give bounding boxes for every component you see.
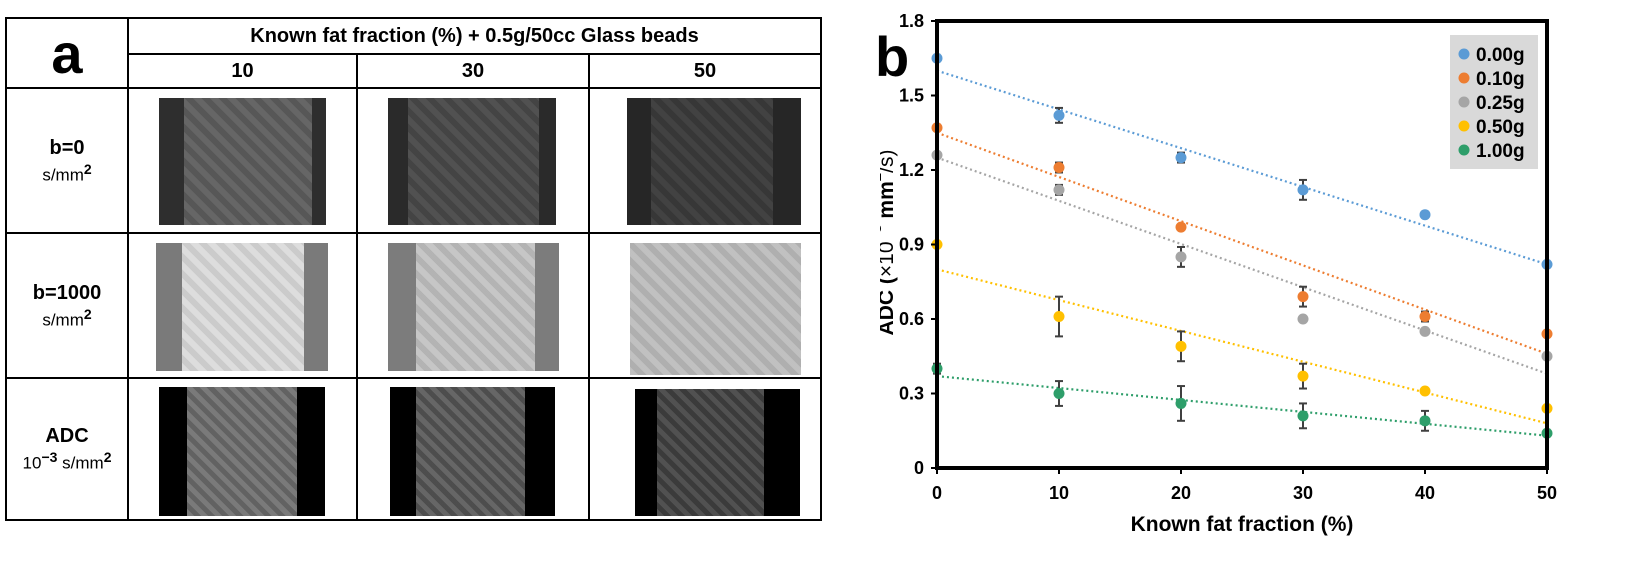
- panel-a-label-cell: a: [5, 17, 129, 89]
- column-header-30: 30: [356, 53, 590, 89]
- mri-adc-ff50: [588, 377, 822, 521]
- trendline-0.50g: [936, 268, 1548, 425]
- data-point-1.00g: [1053, 388, 1065, 399]
- mri-image: [388, 98, 556, 225]
- data-point-0.10g: [1053, 162, 1065, 174]
- row-label-b1000: b=1000 s/mm2: [5, 232, 129, 379]
- legend-marker-0.50g: [1458, 120, 1470, 132]
- mri-image: [388, 243, 559, 371]
- legend-label-0.25g: 0.25g: [1476, 93, 1525, 114]
- legend-marker-1.00g: [1458, 144, 1470, 156]
- x-tick-label: 50: [1537, 483, 1557, 503]
- row-label-b0-name: b=0: [49, 136, 85, 159]
- data-point-0.25g: [1175, 251, 1187, 263]
- mri-b1000-ff30: [356, 232, 590, 379]
- legend-label-1.00g: 1.00g: [1476, 141, 1525, 162]
- row-label-adc: ADC 10−3 s/mm2: [5, 377, 129, 521]
- data-point-1.00g: [1175, 397, 1187, 409]
- trendline-0.10g: [936, 131, 1548, 355]
- mri-image: [630, 243, 801, 375]
- y-tick-label: 0.3: [899, 384, 924, 404]
- data-point-0.25g: [1053, 184, 1065, 196]
- y-tick-label: 1.2: [899, 160, 924, 180]
- y-axis-title: ADC (×10−3 mm2/s): [880, 150, 898, 336]
- data-point-0.00g: [1175, 152, 1187, 164]
- column-header-10: 10: [127, 53, 358, 89]
- mri-image: [159, 98, 326, 225]
- data-point-0.10g: [1175, 221, 1187, 233]
- x-tick-label: 40: [1415, 483, 1435, 503]
- data-point-0.10g: [1297, 291, 1309, 303]
- panel-a-label: a: [51, 21, 83, 85]
- legend-label-0.00g: 0.00g: [1476, 45, 1525, 66]
- row-label-adc-unit: 10−3 s/mm2: [22, 449, 112, 473]
- mri-b1000-ff10: [127, 232, 358, 379]
- y-tick-label: 1.5: [899, 86, 924, 106]
- mri-b0-ff50: [588, 87, 822, 234]
- data-point-0.25g: [1419, 325, 1431, 337]
- legend-label-0.50g: 0.50g: [1476, 117, 1525, 138]
- data-point-1.00g: [1297, 410, 1309, 422]
- mri-image: [627, 98, 801, 225]
- legend-marker-0.00g: [1458, 48, 1470, 60]
- x-tick-label: 0: [932, 483, 942, 503]
- column-header-50: 50: [588, 53, 822, 89]
- panel-a: a Known fat fraction (%) + 0.5g/50cc Gla…: [5, 17, 822, 521]
- x-axis-title: Known fat fraction (%): [1131, 513, 1354, 536]
- mri-image: [635, 389, 800, 516]
- data-point-1.00g: [1419, 415, 1431, 427]
- data-point-0.50g: [1053, 311, 1065, 323]
- x-tick-label: 20: [1171, 483, 1191, 503]
- legend-marker-0.25g: [1458, 96, 1470, 108]
- mri-b0-ff30: [356, 87, 590, 234]
- row-label-adc-name: ADC: [45, 425, 89, 448]
- y-tick-label: 0.9: [899, 235, 924, 255]
- trendline-1.00g: [936, 375, 1548, 437]
- mri-image: [390, 387, 555, 516]
- panel-b: 0 0.3 0.6 0.9 1.2 1.5 1.8 0 10 20 30 40 50 0.00g 0.10…: [875, 0, 1633, 577]
- mri-b1000-ff50: [588, 232, 822, 379]
- data-point-0.00g: [1419, 209, 1431, 221]
- legend-label-0.10g: 0.10g: [1476, 69, 1525, 90]
- data-point-0.25g: [1297, 313, 1309, 325]
- row-label-b1000-name: b=1000: [32, 281, 102, 304]
- x-tick-label: 10: [1049, 483, 1069, 503]
- data-point-0.50g: [1297, 370, 1309, 382]
- mri-b0-ff10: [127, 87, 358, 234]
- data-point-0.00g: [1053, 109, 1065, 121]
- x-tick-label: 30: [1293, 483, 1313, 503]
- row-label-b0: b=0 s/mm2: [5, 87, 129, 234]
- data-point-0.10g: [1419, 311, 1431, 323]
- trendline-0.25g: [936, 156, 1548, 375]
- adc-chart: 0 0.3 0.6 0.9 1.2 1.5 1.8 0 10 20 30 40 50 0.00g 0.10…: [880, 11, 1557, 536]
- y-tick-label: 0.6: [899, 309, 924, 329]
- table-header: Known fat fraction (%) + 0.5g/50cc Glass…: [127, 17, 822, 55]
- mri-image: [156, 243, 328, 371]
- data-point-0.50g: [1175, 340, 1187, 352]
- y-tick-label: 1.8: [899, 11, 924, 31]
- trendline-0.00g: [936, 69, 1548, 266]
- row-label-b0-unit: s/mm2: [42, 160, 92, 185]
- mri-image: [159, 387, 325, 516]
- panel-b-label: b: [875, 25, 910, 88]
- y-tick-label: 0: [914, 458, 924, 478]
- image-grid-table: a Known fat fraction (%) + 0.5g/50cc Gla…: [5, 17, 822, 521]
- mri-adc-ff30: [356, 377, 590, 521]
- row-label-b1000-unit: s/mm2: [42, 305, 92, 330]
- data-point-0.50g: [1419, 385, 1431, 397]
- legend-marker-0.10g: [1458, 72, 1470, 84]
- data-point-0.00g: [1297, 184, 1309, 196]
- mri-adc-ff10: [127, 377, 358, 521]
